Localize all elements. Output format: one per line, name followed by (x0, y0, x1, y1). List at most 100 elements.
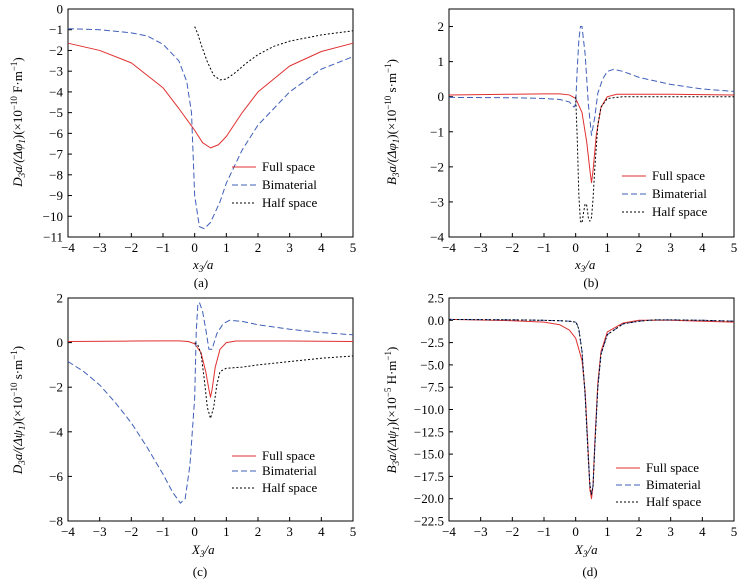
legend-label-full-c: Full space (262, 448, 315, 463)
x-tick-label-d-2: −2 (505, 524, 519, 539)
y-tick-label-c-1: −6 (49, 469, 63, 484)
x-tick-label-b-1: −3 (474, 240, 488, 255)
series-line-bimaterial-c (67, 301, 354, 504)
x-tick-label-b-2: −2 (505, 240, 519, 255)
y-tick-label-a-3: −8 (49, 167, 63, 182)
y-tick-label-c-2: −4 (49, 424, 63, 439)
legend-label-half-a: Half space (262, 195, 317, 210)
legend-label-bimaterial-a: Bimaterial (262, 177, 317, 192)
legend-label-full-b: Full space (652, 168, 705, 183)
y-tick-label-b-6: 2 (438, 19, 445, 34)
x-tick-label-d-9: 5 (731, 524, 738, 539)
panel-label-b: (b) (583, 275, 598, 290)
y-tick-label-a-8: −3 (49, 64, 63, 79)
y-axis-label-a: D3a/(Δφ1)(×10−10 F·m−1) (9, 57, 27, 188)
y-tick-label-d-0: −22.5 (414, 514, 444, 529)
y-tick-label-b-2: −2 (430, 159, 444, 174)
series-line-half-a (194, 26, 354, 81)
y-tick-label-a-4: −7 (49, 147, 63, 162)
y-tick-label-b-5: 1 (438, 54, 445, 69)
y-tick-label-b-0: −4 (430, 230, 444, 245)
x-tick-label-c-3: −1 (156, 524, 170, 539)
y-tick-label-c-4: 0 (57, 335, 64, 350)
legend-a: Full space Bimaterial Half space (232, 159, 317, 210)
y-tick-label-a-9: −2 (49, 43, 63, 58)
ticks-b: −4 −3 −2 −1 0 1 2 3 4 5 −4 −3 −2 −1 0 1 2 (430, 19, 737, 255)
y-tick-label-d-2: −17.5 (414, 469, 444, 484)
x-tick-label-c-2: −2 (124, 524, 138, 539)
legend-label-full-d: Full space (646, 460, 699, 475)
legend-label-half-d: Half space (646, 494, 701, 509)
panel-label-a: (a) (194, 275, 208, 290)
y-tick-label-d-9: 0.0 (428, 313, 444, 328)
x-tick-label-d-6: 2 (636, 524, 643, 539)
x-tick-label-a-4: 0 (191, 240, 198, 255)
y-tick-label-a-6: −5 (49, 105, 63, 120)
series-line-bimaterial-b (448, 26, 735, 136)
x-tick-label-c-6: 2 (255, 524, 262, 539)
y-tick-label-a-5: −6 (49, 126, 63, 141)
chart-a: −4 −3 −2 −1 0 1 2 3 4 5−11−10−9−8−7−6−5−4−3−2−10 … (9, 2, 356, 291)
x-axis-label-d: X3/a (574, 542, 598, 559)
x-tick-label-a-7: 3 (286, 240, 293, 255)
y-tick-label-d-8: −2.5 (420, 335, 444, 350)
legend-label-bimaterial-b: Bimaterial (652, 186, 707, 201)
series-line-full-d (448, 318, 735, 500)
series-c (67, 301, 354, 504)
y-axis-label-b: B3a/(Δφ1)(×10−10 s·m−1) (383, 59, 401, 185)
y-tick-label-a-11: 0 (57, 2, 64, 17)
x-tick-label-d-4: 0 (572, 524, 579, 539)
y-tick-label-d-1: −20.0 (414, 491, 444, 506)
y-axis-label-c: D3a/(Δψ1)(×10−10 s·m−1) (9, 346, 27, 475)
series-line-full-b (448, 93, 735, 184)
legend-b: Full space Bimaterial Half space (622, 168, 707, 219)
x-tick-label-c-5: 1 (223, 524, 230, 539)
x-axis-label-a: x3/a (192, 257, 214, 274)
y-tick-label-a-2: −9 (49, 188, 63, 203)
y-tick-label-a-0: −11 (43, 230, 63, 245)
x-tick-label-d-7: 3 (667, 524, 674, 539)
series-line-half-c (194, 342, 354, 419)
x-tick-label-a-2: −2 (124, 240, 138, 255)
ticks-a: −4 −3 −2 −1 0 1 2 3 4 5−11−10−9−8−7−6−5−4−3−2−10 (43, 2, 357, 256)
y-tick-label-c-0: −8 (49, 514, 63, 529)
chart-d: −4 −3 −2 −1 0 1 2 3 4 5 −22.5 −20.0 −17.5 −15.0 −12.5 −… (383, 291, 737, 580)
x-tick-label-c-1: −3 (93, 524, 107, 539)
series-line-full-a (67, 42, 354, 149)
series-line-full-c (67, 340, 354, 398)
y-tick-label-d-7: −5.0 (420, 357, 444, 372)
y-tick-label-b-3: −1 (430, 124, 444, 139)
x-axis-label-c: X3/a (191, 542, 215, 559)
series-a (67, 26, 354, 230)
x-tick-label-a-9: 5 (350, 240, 357, 255)
y-tick-label-d-5: −10.0 (414, 402, 444, 417)
x-tick-label-b-5: 1 (604, 240, 611, 255)
y-tick-label-a-1: −10 (43, 209, 63, 224)
x-tick-label-a-6: 2 (255, 240, 262, 255)
legend-c: Full space Bimaterial Half space (232, 448, 317, 495)
y-tick-label-c-3: −2 (49, 380, 63, 395)
plot-frame-a (67, 8, 354, 238)
x-tick-label-a-5: 1 (223, 240, 230, 255)
series-d (448, 318, 735, 500)
x-tick-label-b-4: 0 (572, 240, 579, 255)
series-line-bimaterial-a (67, 28, 354, 230)
x-tick-label-d-3: −1 (537, 524, 551, 539)
series-b (448, 26, 735, 224)
x-tick-label-d-5: 1 (604, 524, 611, 539)
x-tick-label-b-6: 2 (636, 240, 643, 255)
series-line-bimaterial-d (448, 318, 735, 495)
y-tick-label-a-10: −1 (49, 22, 63, 37)
legend-label-bimaterial-d: Bimaterial (646, 477, 701, 492)
x-tick-label-b-0: −4 (442, 240, 456, 255)
y-tick-label-d-3: −15.0 (414, 447, 444, 462)
x-tick-label-c-0: −4 (61, 524, 75, 539)
ticks-d: −4 −3 −2 −1 0 1 2 3 4 5 −22.5 −20.0 −17.5 −15.0 −12.5 −… (414, 291, 737, 540)
x-tick-label-b-3: −1 (537, 240, 551, 255)
chart-b: −4 −3 −2 −1 0 1 2 3 4 5 −4 −3 −2 −1 0 1 2 x3/a B3a/(Δφ1)… (383, 8, 737, 290)
x-tick-label-a-1: −3 (93, 240, 107, 255)
legend-label-half-c: Half space (262, 480, 317, 495)
panel-label-d: (d) (582, 564, 597, 579)
y-axis-label-d: B3a/(Δψ1)(×10−5 H·m−1) (383, 347, 401, 474)
